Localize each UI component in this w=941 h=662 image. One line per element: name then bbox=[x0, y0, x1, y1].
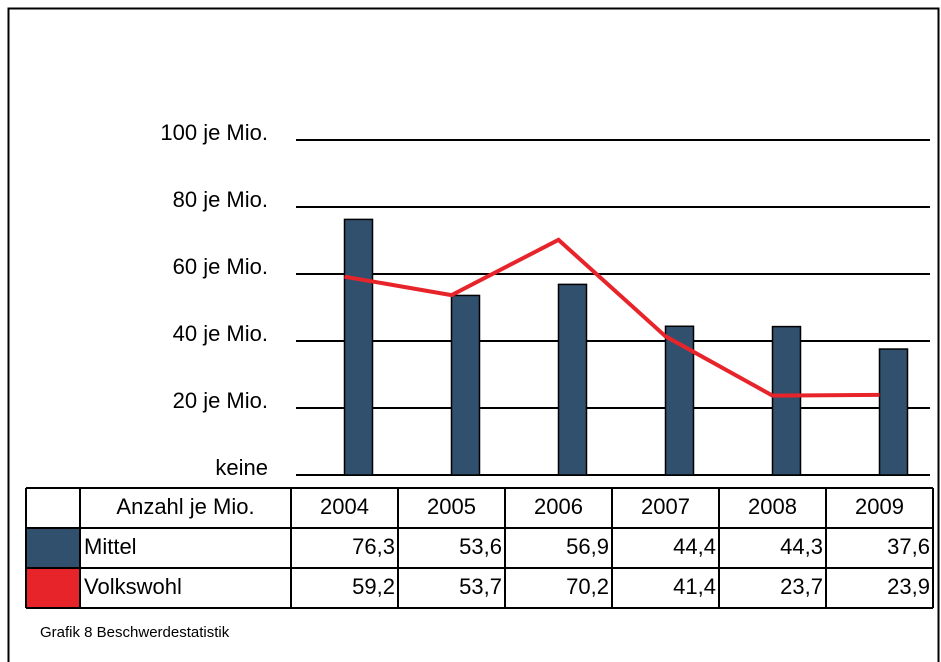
data-label: 53,6 bbox=[459, 534, 502, 559]
data-label: 56,9 bbox=[566, 534, 609, 559]
x-tick-label: 2008 bbox=[748, 494, 797, 519]
y-tick-label: 20 je Mio. bbox=[173, 388, 268, 413]
data-label: 53,7 bbox=[459, 574, 502, 599]
legend-label: Mittel bbox=[84, 534, 137, 559]
y-tick-label: 60 je Mio. bbox=[173, 254, 268, 279]
legend-label: Volkswohl bbox=[84, 574, 182, 599]
data-label: 41,4 bbox=[673, 574, 716, 599]
data-label: 23,9 bbox=[887, 574, 930, 599]
data-label: 44,4 bbox=[673, 534, 716, 559]
table-header: Anzahl je Mio. bbox=[116, 494, 254, 519]
y-tick-label: 80 je Mio. bbox=[173, 187, 268, 212]
data-label: 44,3 bbox=[780, 534, 823, 559]
y-tick-label: 100 je Mio. bbox=[160, 120, 268, 145]
data-label: 23,7 bbox=[780, 574, 823, 599]
x-tick-label: 2007 bbox=[641, 494, 690, 519]
bar bbox=[450, 294, 481, 476]
bar bbox=[343, 218, 374, 476]
caption: Grafik 8 Beschwerdestatistik bbox=[40, 624, 230, 641]
data-label: 76,3 bbox=[352, 534, 395, 559]
line-series bbox=[344, 237, 880, 398]
x-tick-label: 2009 bbox=[855, 494, 904, 519]
bar bbox=[557, 283, 588, 476]
x-tick-label: 2004 bbox=[320, 494, 369, 519]
y-tick-label: 40 je Mio. bbox=[173, 321, 268, 346]
frame bbox=[7, 7, 940, 662]
data-label: 37,6 bbox=[887, 534, 930, 559]
bar bbox=[771, 325, 802, 476]
x-tick-label: 2005 bbox=[427, 494, 476, 519]
y-tick-label: keine bbox=[215, 455, 268, 480]
x-tick-label: 2006 bbox=[534, 494, 583, 519]
data-label: 59,2 bbox=[352, 574, 395, 599]
legend-swatch bbox=[27, 569, 79, 607]
data-label: 70,2 bbox=[566, 574, 609, 599]
legend-swatch bbox=[27, 529, 79, 567]
bar bbox=[878, 348, 909, 476]
